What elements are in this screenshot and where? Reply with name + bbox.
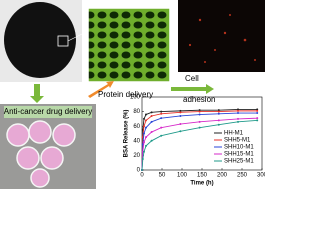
- point: [145, 126, 147, 129]
- point: [145, 144, 147, 147]
- sem-image: [87, 7, 171, 83]
- legend-label: SHH5-M1: [224, 138, 251, 144]
- arrow: [171, 84, 214, 94]
- graphical-abstract: Cell adhesion Anti-cancer drug delivery …: [0, 0, 268, 189]
- point: [179, 114, 182, 117]
- x-tick-label: 150: [197, 173, 208, 179]
- point: [237, 108, 239, 111]
- point: [256, 109, 259, 112]
- point: [143, 117, 145, 120]
- point: [141, 169, 143, 171]
- point: [217, 119, 220, 122]
- point: [150, 120, 153, 123]
- point: [179, 111, 182, 114]
- x-tick-label: 50: [159, 173, 166, 179]
- point: [150, 139, 153, 142]
- fluorescence-image: [178, 0, 265, 72]
- point: [198, 120, 201, 123]
- point: [198, 110, 201, 113]
- label: Cell: [185, 74, 199, 83]
- x-tick-label: 300: [257, 173, 265, 179]
- point: [179, 130, 182, 133]
- point: [217, 123, 220, 126]
- arrow: [30, 84, 44, 103]
- label-box: [4, 106, 92, 118]
- x-tick-label: 200: [217, 173, 228, 179]
- point: [237, 120, 239, 123]
- point: [198, 126, 201, 129]
- y-tick-label: 60: [133, 124, 140, 130]
- y-tick-label: 100: [130, 95, 141, 101]
- point: [160, 134, 163, 137]
- point: [198, 109, 201, 112]
- cells: [188, 14, 256, 63]
- point: [150, 111, 153, 114]
- y-tick-label: 40: [133, 138, 140, 144]
- point: [198, 113, 201, 116]
- point: [145, 119, 147, 122]
- x-tick-label: 250: [237, 173, 248, 179]
- x-axis-label: Time (h): [190, 181, 213, 187]
- zoom-line: [67, 29, 91, 42]
- label: adhesion: [183, 95, 215, 104]
- point: [217, 112, 220, 115]
- legend-label: SHH25-M1: [224, 159, 254, 165]
- point: [256, 119, 259, 122]
- point: [237, 117, 239, 120]
- point: [143, 132, 145, 135]
- point: [145, 136, 147, 139]
- y-axis-label: BSA Release (%): [124, 110, 130, 158]
- point: [150, 131, 153, 134]
- point: [145, 113, 147, 116]
- legend-label: SHH15-M1: [224, 152, 254, 158]
- point: [179, 109, 182, 112]
- dishes: [6, 120, 76, 188]
- y-tick-label: 20: [133, 153, 140, 159]
- point: [150, 114, 153, 117]
- y-tick-label: 80: [133, 109, 140, 115]
- point: [160, 110, 163, 113]
- point: [237, 109, 239, 112]
- point: [160, 112, 163, 115]
- point: [143, 141, 145, 144]
- chart: 0 20 40 60 80 100 0 50 100 150 200 250 300 Time (h) BS…: [124, 95, 268, 187]
- label: Anti-cancer drug delivery: [4, 107, 92, 116]
- point: [256, 108, 259, 111]
- point: [160, 117, 163, 120]
- point: [143, 125, 145, 128]
- point: [179, 123, 182, 126]
- point: [217, 109, 220, 112]
- point: [141, 158, 144, 161]
- arrow: [88, 81, 114, 98]
- legend-label: HH-M1: [224, 131, 244, 137]
- point: [256, 112, 259, 115]
- label: Protein delivery: [98, 90, 153, 99]
- point: [237, 112, 239, 115]
- point: [143, 150, 145, 153]
- legend-label: SHH10-M1: [224, 145, 254, 151]
- point: [217, 110, 220, 113]
- y-tick-label: 0: [137, 168, 141, 174]
- point: [256, 117, 259, 120]
- x-tick-label: 0: [140, 173, 144, 179]
- sponge-photo: [4, 2, 76, 78]
- x-tick-label: 100: [177, 173, 188, 179]
- point: [160, 126, 163, 129]
